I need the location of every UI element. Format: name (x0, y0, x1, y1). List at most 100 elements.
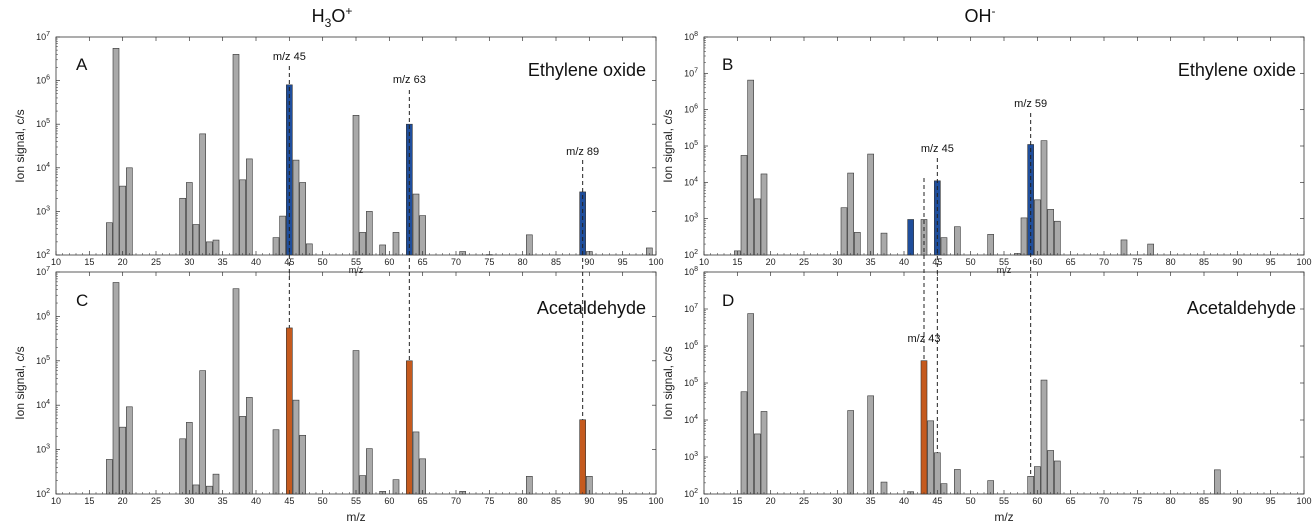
bar-mz-19 (760, 173, 768, 256)
bar-mz-29 (179, 438, 186, 495)
x-tick-label: 65 (1066, 496, 1076, 506)
x-tick-label: 15 (732, 257, 742, 267)
y-tick-label: 108 (684, 266, 698, 277)
x-tick-label: 35 (866, 496, 876, 506)
x-tick-label: 10 (699, 257, 709, 267)
x-tick-label: 55 (999, 496, 1009, 506)
bar-mz-63 (406, 360, 413, 495)
bar-mz-18 (754, 198, 761, 256)
bar-mz-19 (760, 411, 768, 495)
bar-mz-45 (934, 452, 941, 495)
bar-mz-55 (352, 350, 360, 495)
x-tick-label: 85 (1199, 496, 1209, 506)
bar-mz-32 (199, 370, 206, 495)
compound-name: Ethylene oxide (528, 60, 646, 80)
bar-mz-18 (106, 222, 113, 256)
compound-name: Acetaldehyde (1187, 298, 1296, 318)
x-axis-label: m/z (346, 510, 365, 524)
x-tick-label: 30 (832, 496, 842, 506)
y-tick-label: 105 (684, 377, 698, 388)
bar-mz-44 (279, 215, 286, 256)
bar-mz-55 (352, 115, 360, 256)
x-tick-label: 70 (1099, 257, 1109, 267)
bar-mz-41 (907, 219, 914, 256)
bar-mz-32 (847, 172, 854, 256)
x-tick-label: 75 (484, 496, 494, 506)
bar-mz-64 (412, 193, 420, 256)
bar-mz-87 (1214, 469, 1221, 495)
x-tick-label: 25 (151, 257, 161, 267)
x-tick-label: 50 (966, 496, 976, 506)
column-title-oh: OH- (965, 4, 996, 26)
x-tick-label: 20 (766, 496, 776, 506)
bar-mz-62 (1047, 450, 1054, 495)
y-tick-label: 107 (684, 303, 698, 314)
bar-mz-73 (1120, 239, 1128, 256)
bar-mz-61 (392, 232, 400, 256)
y-tick-label: 102 (36, 488, 50, 499)
bar-mz-35 (867, 153, 874, 256)
x-tick-label: 100 (648, 496, 663, 506)
y-tick-label: 107 (36, 31, 50, 42)
bar-mz-60 (1034, 466, 1041, 495)
x-tick-label: 25 (799, 496, 809, 506)
bar-mz-21 (126, 406, 133, 495)
y-axis-label: Ion signal, c/s (13, 346, 27, 419)
x-tick-label: 20 (766, 257, 776, 267)
bar-mz-32 (847, 410, 854, 495)
x-tick-label: 80 (1166, 496, 1176, 506)
bar-mz-56 (359, 475, 366, 495)
x-tick-label: 65 (418, 496, 428, 506)
bar-mz-17 (747, 79, 754, 256)
y-axis-label: Ion signal, c/s (661, 346, 675, 419)
bar-mz-20 (119, 426, 126, 495)
x-tick-label: 75 (1132, 496, 1142, 506)
bar-mz-81 (526, 476, 533, 495)
x-tick-label: 100 (1296, 496, 1311, 506)
bar-mz-37 (232, 288, 240, 495)
bar-mz-38 (239, 179, 246, 256)
panel-a: 10 15 20 25 30 35 40 45 50 55 60 65 70 75 80 85 90 95 1001… (13, 31, 664, 275)
y-tick-label: 102 (36, 249, 50, 260)
y-tick-label: 105 (684, 140, 698, 151)
bar-mz-29 (179, 197, 186, 256)
peak-annotation-label: m/z 45 (921, 143, 954, 155)
bar-mz-32 (199, 133, 206, 256)
bar-mz-61 (1040, 140, 1048, 256)
x-tick-label: 35 (218, 257, 228, 267)
panel-c: 10 15 20 25 30 35 40 45 50 55 60 65 70 75 80 85 90 95 100 1… (13, 266, 664, 524)
x-tick-label: 25 (799, 257, 809, 267)
bar-mz-39 (246, 397, 253, 495)
panel-letter: B (722, 55, 733, 74)
peak-annotation-label: m/z 59 (1014, 98, 1047, 110)
y-tick-label: 103 (36, 205, 50, 216)
x-tick-label: 100 (648, 257, 663, 267)
x-tick-label: 10 (699, 496, 709, 506)
x-tick-label: 55 (999, 257, 1009, 267)
x-tick-label: 60 (384, 496, 394, 506)
bar-mz-37 (880, 232, 888, 256)
x-tick-label: 30 (832, 257, 842, 267)
x-tick-label: 95 (1266, 496, 1276, 506)
x-tick-label: 30 (184, 257, 194, 267)
x-tick-label: 90 (584, 257, 594, 267)
bar-mz-35 (867, 395, 874, 495)
bar-mz-18 (754, 433, 761, 495)
panel-letter: A (76, 55, 88, 74)
x-tick-label: 60 (1032, 496, 1042, 506)
bar-mz-33 (854, 232, 861, 256)
x-tick-label: 20 (118, 257, 128, 267)
bar-mz-19 (112, 48, 120, 256)
y-tick-label: 106 (684, 340, 698, 351)
x-tick-label: 35 (866, 257, 876, 267)
y-tick-label: 104 (36, 162, 50, 173)
x-tick-label: 95 (618, 257, 628, 267)
peak-annotation-label: m/z 45 (273, 51, 306, 63)
bar-mz-62 (1047, 209, 1054, 256)
y-tick-label: 103 (36, 444, 50, 455)
x-axis-label: m/z (349, 265, 364, 275)
bar-mz-20 (119, 185, 126, 256)
bar-mz-43 (272, 237, 280, 256)
x-tick-label: 80 (1166, 257, 1176, 267)
